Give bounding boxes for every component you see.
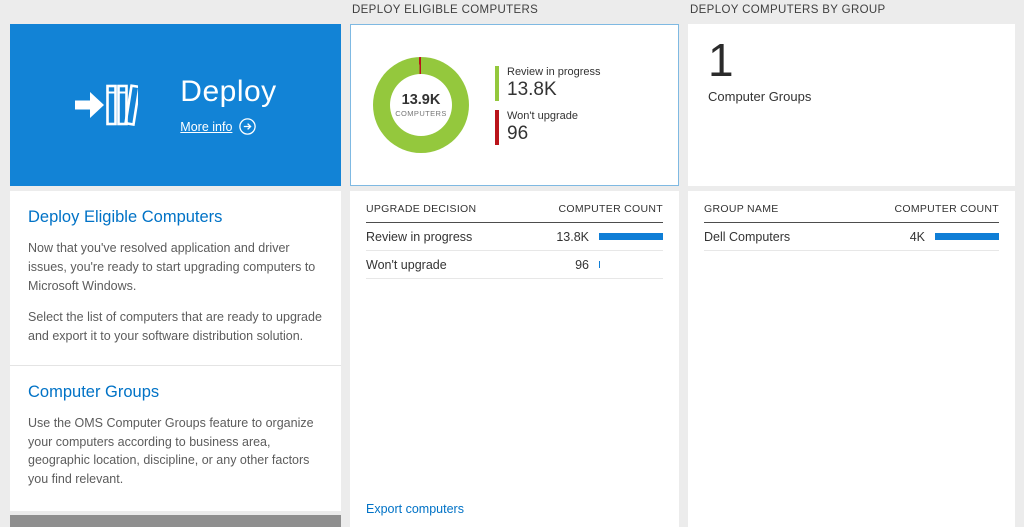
page-title: Deploy [180, 75, 277, 108]
column-header-group-name: GROUP NAME [704, 203, 779, 215]
table-row[interactable]: Dell Computers 4K [704, 223, 999, 251]
next-tile-edge [10, 515, 341, 527]
upgrade-decision-donut-chart: 13.9K COMPUTERS [373, 57, 469, 153]
row-bar [599, 233, 663, 240]
row-bar [599, 261, 601, 268]
row-bar-track [599, 261, 663, 268]
eligible-computers-tile[interactable]: 13.9K COMPUTERS Review in progress 13.8K… [350, 24, 679, 186]
row-bar-track [599, 233, 663, 240]
row-label: Review in progress [366, 229, 473, 244]
section-paragraph: Now that you've resolved application and… [28, 241, 316, 293]
deploy-books-arrow-icon [74, 82, 139, 128]
legend-value: 96 [507, 122, 529, 144]
upgrade-decision-table: UPGRADE DECISION COMPUTER COUNT Review i… [350, 191, 679, 527]
middle-column-header: DEPLOY ELIGIBLE COMPUTERS [352, 4, 539, 16]
section-computer-groups: Computer Groups Use the OMS Computer Gro… [10, 364, 341, 508]
section-paragraph: Select the list of computers that are re… [28, 310, 322, 343]
donut-center-label: COMPUTERS [395, 109, 447, 118]
export-computers-link[interactable]: Export computers [366, 502, 464, 516]
row-bar-track [935, 233, 999, 240]
donut-center-value: 13.9K [401, 92, 441, 108]
circle-right-arrow-icon[interactable] [239, 118, 257, 135]
row-label: Won't upgrade [366, 257, 447, 272]
table-header-row: GROUP NAME COMPUTER COUNT [704, 191, 999, 223]
legend-label: Review in progress [507, 65, 601, 78]
deploy-description-panel: Deploy Eligible Computers Now that you'v… [10, 191, 341, 511]
donut-legend: Review in progress 13.8K Won't upgrade 9… [495, 65, 601, 145]
section-heading: Deploy Eligible Computers [28, 208, 223, 226]
deploy-tile-inner: Deploy More info [10, 24, 341, 186]
computer-groups-table: GROUP NAME COMPUTER COUNT Dell Computers… [688, 191, 1015, 527]
more-info-link[interactable]: More info [180, 119, 233, 134]
row-label: Dell Computers [704, 229, 791, 244]
section-deploy-eligible-computers: Deploy Eligible Computers Now that you'v… [10, 191, 341, 365]
row-value: 13.8K [556, 229, 589, 244]
row-value: 4K [909, 229, 925, 244]
row-value: 96 [575, 257, 589, 272]
legend-color-swatch-red [495, 109, 499, 145]
computer-groups-label: Computer Groups [708, 88, 812, 104]
row-bar [935, 233, 999, 240]
more-info-row: More info [180, 118, 276, 135]
deploy-tile-text: Deploy More info [180, 75, 276, 135]
deploy-header-tile[interactable]: Deploy More info [10, 24, 341, 186]
section-heading: Computer Groups [28, 382, 160, 401]
table-row[interactable]: Won't upgrade 96 [366, 251, 663, 279]
row-value-cell: 13.8K [549, 230, 663, 244]
legend-value: 13.8K [507, 78, 557, 100]
table-row[interactable]: Review in progress 13.8K [366, 223, 663, 251]
legend-item-review-in-progress: Review in progress 13.8K [495, 65, 601, 101]
column-header-computer-count: COMPUTER COUNT [894, 203, 999, 215]
donut-center: 13.9K COMPUTERS [390, 74, 452, 136]
legend-label: Won't upgrade [507, 109, 579, 122]
row-value-cell: 4K [885, 230, 999, 244]
legend-color-swatch-green [495, 65, 499, 101]
table-header-row: UPGRADE DECISION COMPUTER COUNT [366, 191, 663, 223]
computer-groups-count: 1 [708, 34, 734, 86]
column-header-upgrade-decision: UPGRADE DECISION [366, 203, 477, 215]
column-header-computer-count: COMPUTER COUNT [558, 203, 663, 215]
legend-item-wont-upgrade: Won't upgrade 96 [495, 109, 601, 145]
computer-groups-tile[interactable]: 1 Computer Groups [688, 24, 1015, 186]
right-column-header: DEPLOY COMPUTERS BY GROUP [690, 4, 886, 16]
section-paragraph: Use the OMS Computer Groups feature to o… [28, 415, 314, 486]
row-value-cell: 96 [549, 258, 663, 272]
